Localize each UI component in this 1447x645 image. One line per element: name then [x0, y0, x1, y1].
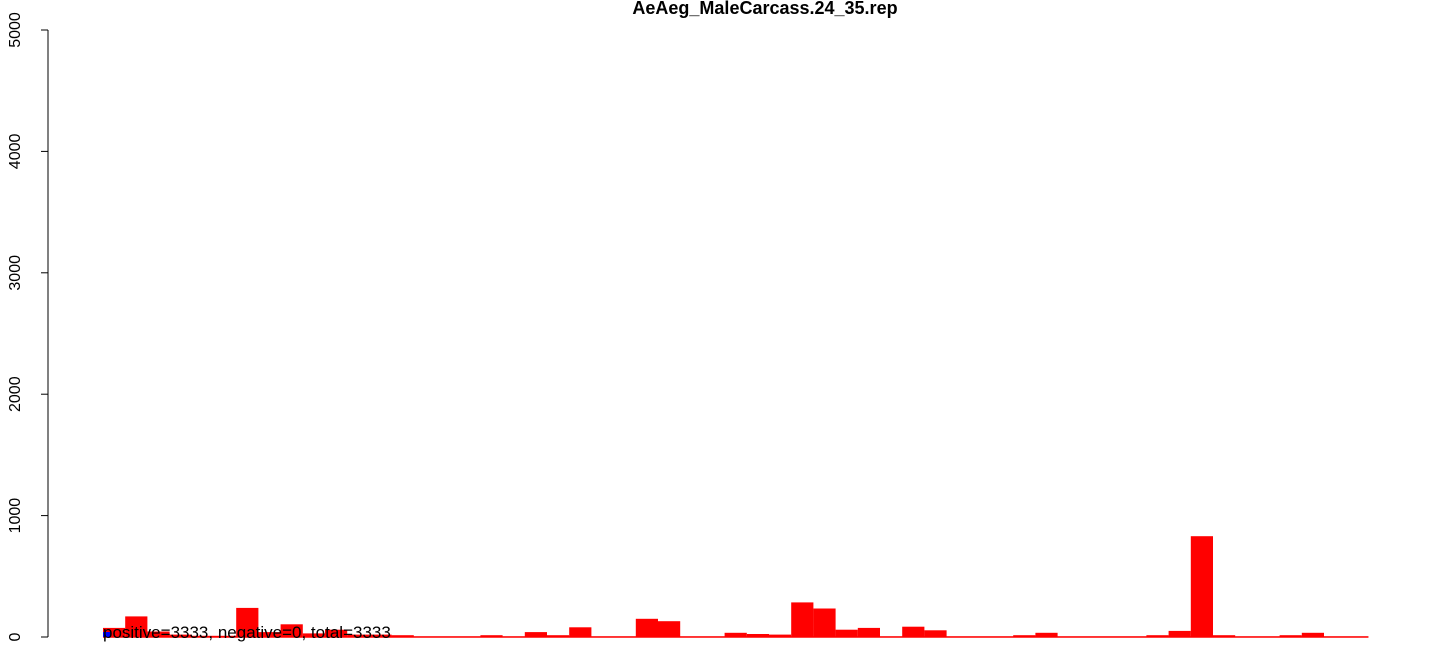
chart-title: AeAeg_MaleCarcass.24_35.rep — [632, 0, 897, 18]
bar — [480, 635, 503, 637]
bar — [1279, 635, 1302, 637]
bar — [325, 629, 348, 637]
bar — [924, 630, 947, 637]
y-tick-label: 0 — [7, 632, 24, 641]
bar — [147, 631, 170, 637]
bar — [791, 602, 814, 637]
bars — [103, 536, 1369, 638]
y-axis: 0 1000 2000 3000 4000 5000 — [7, 12, 49, 641]
bar — [1301, 632, 1324, 637]
negative-bar — [103, 632, 111, 637]
bar — [746, 634, 769, 637]
bar — [103, 627, 126, 637]
bar — [258, 632, 281, 637]
y-tick-label: 1000 — [7, 498, 24, 534]
bar — [125, 616, 148, 637]
y-tick-label: 4000 — [7, 134, 24, 170]
bar — [835, 629, 858, 637]
bar — [1146, 635, 1169, 637]
bar — [1013, 635, 1036, 637]
bar — [1190, 536, 1213, 637]
bar — [1213, 635, 1236, 637]
count-annotation: positive=3333, negative=0, total=3333 — [103, 623, 391, 642]
bar — [658, 621, 681, 637]
bar — [569, 627, 592, 637]
bar — [280, 624, 303, 637]
y-tick-label: 2000 — [7, 376, 24, 412]
bar — [169, 634, 192, 637]
bar — [769, 634, 792, 637]
bar — [391, 635, 414, 637]
bar — [302, 633, 325, 637]
bar — [1168, 630, 1191, 637]
bar — [547, 635, 570, 637]
y-tick-label: 3000 — [7, 255, 24, 291]
bar — [1035, 632, 1058, 637]
bar — [724, 632, 747, 637]
bar — [857, 627, 880, 637]
bar — [902, 626, 925, 637]
y-tick-label: 5000 — [7, 12, 24, 48]
bar — [347, 634, 370, 637]
bar — [369, 634, 392, 637]
bar — [524, 632, 547, 637]
bar — [635, 618, 658, 637]
bar — [236, 607, 259, 637]
bar — [813, 608, 836, 637]
